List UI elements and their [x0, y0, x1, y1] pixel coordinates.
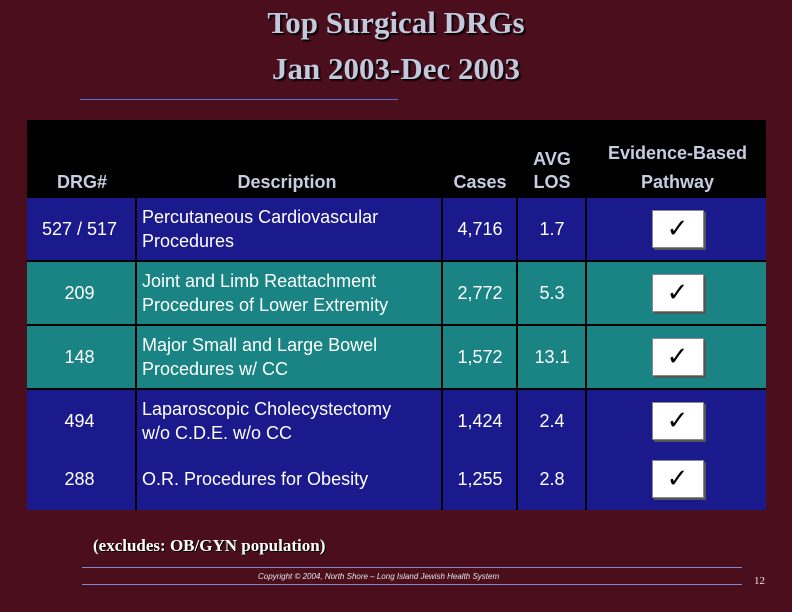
header-cases: Cases	[453, 172, 507, 192]
column-divider	[135, 262, 137, 324]
header-los: LOS	[533, 172, 571, 192]
column-divider	[516, 448, 518, 510]
description-line1: O.R. Procedures for Obesity	[142, 469, 369, 489]
drg-description: Percutaneous Cardiovascular Procedures	[140, 198, 440, 260]
column-divider	[516, 198, 518, 260]
column-divider	[441, 448, 443, 510]
checkmark-icon: ✓	[651, 402, 704, 440]
drg-code: 288	[64, 469, 95, 489]
checkmark-icon: ✓	[651, 460, 704, 498]
drg-code: 527 / 517	[41, 219, 118, 239]
column-divider	[516, 262, 518, 324]
column-divider	[585, 262, 587, 324]
table-row: 527 / 517 Percutaneous Cardiovascular Pro…	[27, 198, 766, 260]
description-line2: Procedures w/ CC	[142, 359, 289, 379]
description-line1: Laparoscopic Cholecystectomy	[142, 399, 392, 419]
drg-code: 148	[64, 347, 95, 367]
description-line1: Joint and Limb Reattachment	[142, 271, 377, 291]
header-avg: AVG	[533, 149, 571, 169]
column-divider	[441, 262, 443, 324]
drg-description: Major Small and Large Bowel Procedures w/…	[140, 326, 440, 388]
table-row: 209 Joint and Limb Reattachment Procedure…	[27, 262, 766, 324]
checkmark-icon: ✓	[651, 274, 704, 312]
column-divider	[135, 448, 137, 510]
header-description: Description	[237, 172, 337, 192]
page-number: 12	[754, 575, 765, 587]
column-divider	[585, 390, 587, 452]
description-line1: Percutaneous Cardiovascular	[142, 207, 379, 227]
footer-rule-top	[82, 567, 742, 568]
checkmark-icon: ✓	[651, 338, 704, 376]
slide-title-line2: Jan 2003-Dec 2003	[272, 51, 520, 86]
column-divider	[585, 326, 587, 388]
column-divider	[516, 326, 518, 388]
avg-los-value: 2.8	[539, 469, 565, 489]
table-row: 494 Laparoscopic Cholecystectomy w/o C.D.…	[27, 390, 766, 452]
description-line2: Procedures of Lower Extremity	[142, 295, 389, 315]
column-divider	[135, 198, 137, 260]
drg-table: DRG# Description Cases AVG LOS Evidence-…	[27, 120, 766, 510]
checkmark-icon: ✓	[651, 210, 704, 248]
avg-los-value: 13.1	[534, 347, 570, 367]
column-divider	[441, 390, 443, 452]
column-divider	[441, 198, 443, 260]
cases-value: 1,424	[457, 411, 503, 431]
slide-title-line1: Top Surgical DRGs	[267, 5, 525, 40]
cases-value: 2,772	[457, 283, 503, 303]
avg-los-value: 1.7	[539, 219, 565, 239]
drg-description: O.R. Procedures for Obesity	[140, 448, 440, 510]
header-evidence: Evidence-Based	[607, 143, 748, 163]
column-divider	[585, 198, 587, 260]
avg-los-value: 5.3	[539, 283, 565, 303]
header-drg: DRG#	[56, 172, 107, 192]
column-divider	[516, 390, 518, 452]
description-line2: Procedures	[142, 231, 235, 251]
footnote: (excludes: OB/GYN population)	[93, 536, 326, 555]
cases-value: 4,716	[457, 219, 503, 239]
footer-rule-bottom	[82, 584, 742, 585]
copyright-text: Copyright © 2004, North Shore – Long Isl…	[258, 572, 500, 581]
column-divider	[135, 390, 137, 452]
column-divider	[585, 448, 587, 510]
column-divider	[135, 326, 137, 388]
drg-description: Joint and Limb Reattachment Procedures of…	[140, 262, 440, 324]
table-row: 288 O.R. Procedures for Obesity 1,255 2.…	[27, 448, 766, 510]
table-row: 148 Major Small and Large Bowel Procedure…	[27, 326, 766, 388]
title-underline	[80, 99, 398, 100]
column-divider	[441, 326, 443, 388]
description-line2: w/o C.D.E. w/o CC	[142, 423, 293, 443]
cases-value: 1,255	[457, 469, 503, 489]
drg-description: Laparoscopic Cholecystectomy w/o C.D.E. w…	[140, 390, 440, 452]
avg-los-value: 2.4	[539, 411, 565, 431]
description-line1: Major Small and Large Bowel	[142, 335, 378, 355]
header-pathway: Pathway	[640, 172, 715, 192]
drg-code: 494	[64, 411, 95, 431]
drg-code: 209	[64, 283, 95, 303]
cases-value: 1,572	[457, 347, 503, 367]
